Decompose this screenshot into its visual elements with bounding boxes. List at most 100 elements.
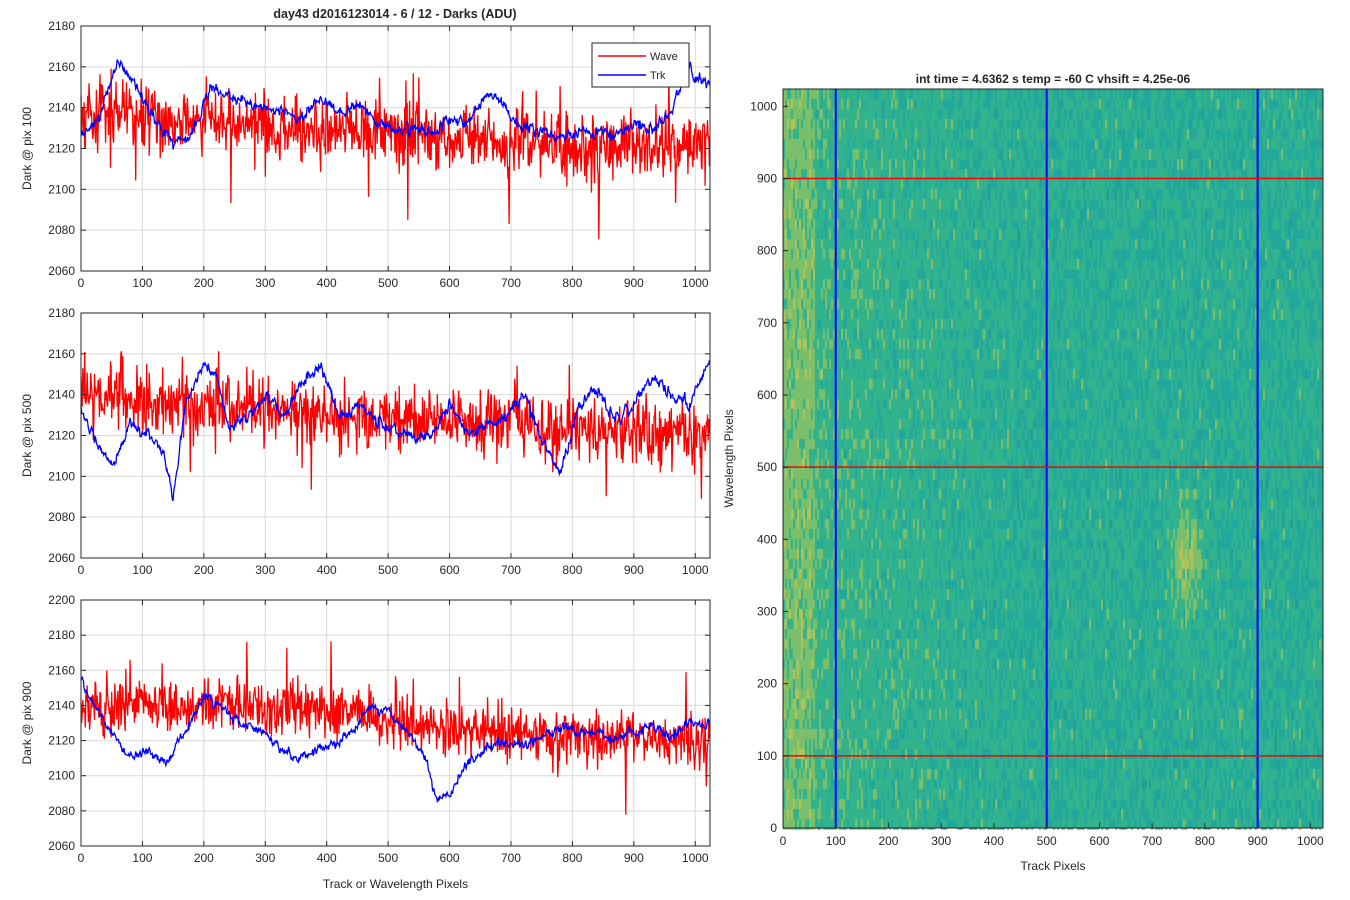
heatmap-cell [853,379,855,390]
heatmap-cell [817,219,819,230]
heatmap-cell [825,269,827,280]
heatmap-cell [813,109,815,120]
heatmap-cell [863,459,865,470]
heatmap-cell [865,749,867,760]
heatmap-cell [891,259,893,270]
heatmap-cell [837,529,839,540]
heatmap-cell [807,249,809,260]
heatmap-cell [805,599,807,610]
heatmap-cell [899,739,901,750]
heatmap-cell [859,419,861,430]
heatmap-cell [887,249,889,260]
heatmap-cell [883,759,885,770]
heatmap-cell [801,449,803,460]
heatmap-cell [917,679,919,690]
heatmap-cell [809,469,811,480]
heatmap-cell [933,269,935,280]
heatmap-cell [899,639,901,650]
heatmap-cell [907,799,909,810]
heatmap-cell [797,709,799,720]
heatmap-cell [907,659,909,670]
heatmap-cell [827,159,829,170]
heatmap-cell [807,439,809,450]
heatmap-cell [919,509,921,520]
heatmap-cell [905,669,907,680]
heatmap-cell [887,479,889,490]
heatmap-cell [927,409,929,420]
heatmap-cell [919,339,921,350]
heatmap-cell [901,499,903,510]
heatmap-cell [903,219,905,230]
heatmap-cell [849,629,851,640]
heatmap-cell [817,459,819,470]
heatmap-cell [825,149,827,160]
heatmap-cell [843,569,845,580]
heatmap-cell [841,539,843,550]
heatmap-cell [825,429,827,440]
heatmap-cell [923,279,925,290]
heatmap-cell [885,109,887,120]
heatmap-cell [867,199,869,210]
heatmap-cell [811,769,813,780]
heatmap-cell [803,419,805,430]
heatmap-cell [929,599,931,610]
heatmap-cell [885,489,887,500]
heatmap-cell [859,269,861,280]
heatmap-cell [813,569,815,580]
heatmap-cell [803,209,805,220]
heatmap-cell [827,529,829,540]
x-tick-label: 100 [132,276,152,290]
heatmap-cell [845,109,847,120]
heatmap-cell [807,519,809,530]
heatmap-cell [847,539,849,550]
heatmap-cell [883,239,885,250]
heatmap-cell [887,299,889,310]
heatmap-cell [839,769,841,780]
heatmap-cell [885,629,887,640]
heatmap-cell [797,769,799,780]
heatmap-cell [877,299,879,310]
heatmap-cell [933,549,935,560]
heatmap-cell [851,659,853,670]
heatmap-cell [827,349,829,360]
heatmap-cell [865,489,867,500]
heatmap-cell [903,139,905,150]
heatmap-cell [787,99,789,110]
heatmap-cell [871,809,873,820]
heatmap-cell [837,399,839,410]
heatmap-cell [903,339,905,350]
heatmap-cell [785,339,787,350]
heatmap-cell [831,439,833,450]
heatmap-cell [923,569,925,580]
heatmap-cell [933,809,935,820]
heatmap-cell [913,289,915,300]
heatmap-cell [909,209,911,220]
heatmap-cell [929,559,931,570]
heatmap-cell [865,159,867,170]
heatmap-cell [797,219,799,230]
heatmap-cell [799,619,801,630]
heatmap-cell [801,539,803,550]
heatmap-cell [917,759,919,770]
heatmap-cell [897,599,899,610]
heatmap-cell [859,699,861,710]
heatmap-cell [849,759,851,770]
heatmap-cell [839,539,841,550]
heatmap-cell [881,159,883,170]
heatmap-cell [843,729,845,740]
heatmap-cell [799,719,801,730]
heatmap-cell [867,589,869,600]
heatmap-cell [857,509,859,520]
heatmap-cell [821,219,823,230]
heatmap-cell [899,539,901,550]
heatmap-cell [797,619,799,630]
heatmap-cell [899,599,901,610]
heatmap-cell [815,359,817,370]
heatmap-cell [871,349,873,360]
heatmap-cell [839,479,841,490]
heatmap-cell [859,299,861,310]
heatmap-cell [785,349,787,360]
heatmap-cell [923,419,925,430]
heatmap-cell [803,109,805,120]
heatmap-cell [925,339,927,350]
